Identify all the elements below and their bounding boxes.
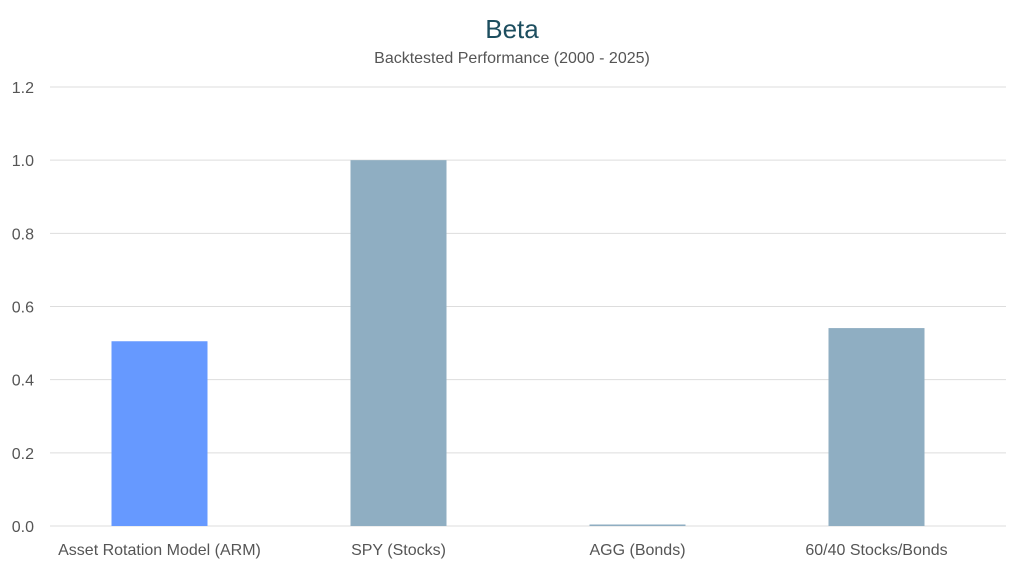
x-tick-label: 60/40 Stocks/Bonds bbox=[805, 542, 947, 559]
y-tick-label: 1.2 bbox=[12, 80, 34, 97]
y-tick-label: 0.8 bbox=[12, 226, 34, 243]
y-tick-label: 0.6 bbox=[12, 300, 34, 317]
bar-3 bbox=[828, 328, 925, 526]
y-tick-label: 0.4 bbox=[12, 373, 34, 390]
y-tick-label: 1.0 bbox=[12, 153, 34, 170]
chart-subtitle: Backtested Performance (2000 - 2025) bbox=[374, 50, 650, 67]
x-tick-label: Asset Rotation Model (ARM) bbox=[58, 542, 261, 559]
y-tick-label: 0.2 bbox=[12, 446, 34, 463]
y-tick-label: 0.0 bbox=[12, 519, 34, 536]
bar-0 bbox=[111, 341, 208, 526]
bar-2 bbox=[589, 524, 686, 526]
chart-title: Beta bbox=[485, 14, 539, 44]
x-tick-label: SPY (Stocks) bbox=[351, 542, 446, 559]
x-tick-label: AGG (Bonds) bbox=[589, 542, 685, 559]
bar-1 bbox=[350, 160, 447, 526]
